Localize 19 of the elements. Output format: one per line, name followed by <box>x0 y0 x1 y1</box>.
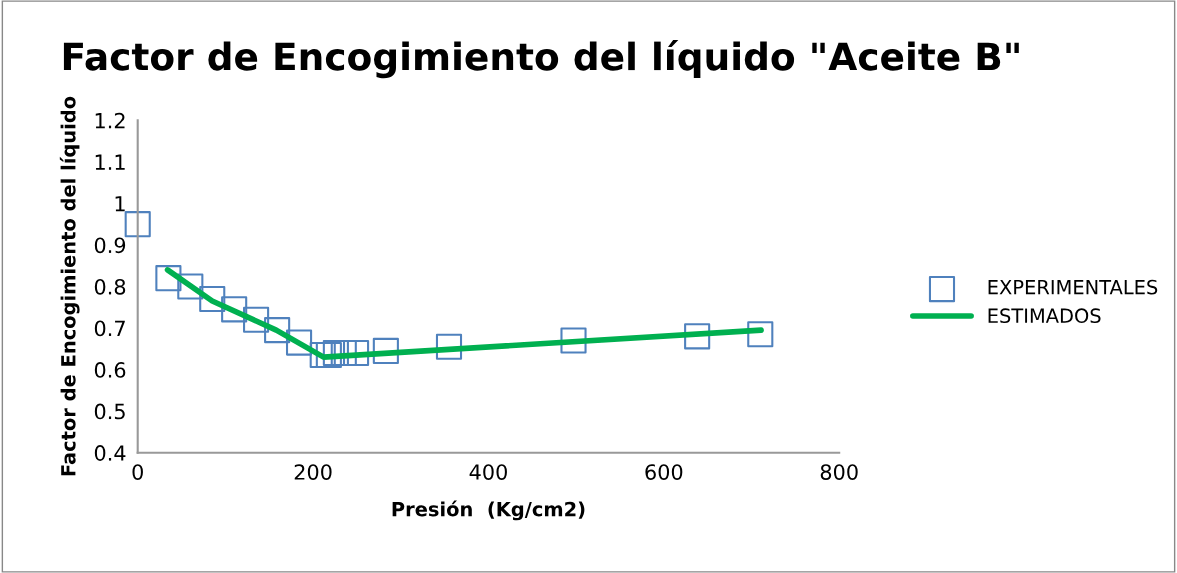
y-tick-label: 0.9 <box>94 237 126 254</box>
y-tick-label: 0.8 <box>94 278 126 295</box>
chart-title: Factor de Encogimiento del líquido "Aceite B" <box>63 40 1019 79</box>
y-tick-label: 1.1 <box>95 154 125 170</box>
y-tick-label: 0.6 <box>94 362 126 378</box>
x-tick-label: 800 <box>820 464 858 480</box>
x-tick-label: 400 <box>469 464 507 480</box>
y-tick-label: 1.2 <box>95 112 125 129</box>
legend-label: EXPERIMENTALES <box>988 279 1158 295</box>
x-tick-label: 0 <box>132 464 143 480</box>
x-tick-label: 600 <box>645 464 683 480</box>
y-tick-label: 1 <box>115 196 125 212</box>
y-tick-label: 0.7 <box>94 320 125 337</box>
y-axis-title: Factor de Encogimiento del líquido <box>59 96 80 476</box>
y-tick-label: 0.5 <box>94 403 125 420</box>
y-tick-label: 0.4 <box>94 445 126 461</box>
x-tick-label: 200 <box>294 464 332 480</box>
legend-label: ESTIMADOS <box>988 308 1101 324</box>
x-axis-title: Presión (Kg/cm2) <box>392 500 585 521</box>
